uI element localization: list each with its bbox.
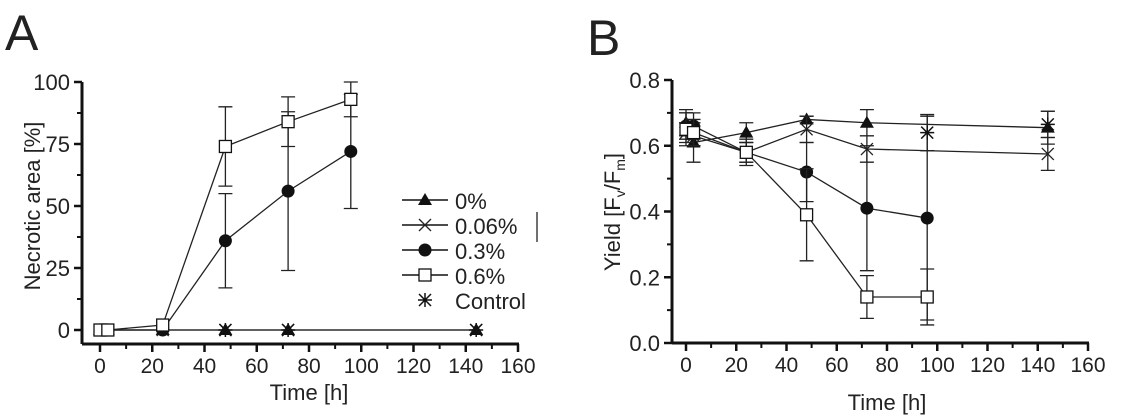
x-tick-label-b: 0 bbox=[680, 354, 692, 377]
data-point-square bbox=[920, 290, 934, 304]
x-tick-label-b: 100 bbox=[920, 354, 955, 377]
legend-label: 0.3% bbox=[455, 239, 505, 264]
y-tick-label-b: 0.4 bbox=[629, 200, 660, 225]
x-tick-label-b: 40 bbox=[775, 354, 798, 377]
x-axis-label-a: Time [h] bbox=[270, 380, 349, 405]
x-tick-label-b: 60 bbox=[825, 354, 848, 377]
panel-a-necrotic-area-chart: A Time [h] Necrotic area [%] 0 20 40 60 80 10… bbox=[5, 5, 538, 405]
y-tick-label-b: 0.2 bbox=[629, 265, 660, 290]
legend-marker-asterisk bbox=[418, 293, 432, 307]
y-tick-label-b: 0.6 bbox=[629, 134, 660, 159]
data-point-x bbox=[1041, 147, 1055, 161]
data-point-square bbox=[739, 145, 753, 159]
y-tick-label-b: 0.0 bbox=[629, 331, 660, 356]
data-point-asterisk bbox=[469, 323, 484, 337]
data-point-asterisk bbox=[218, 323, 233, 337]
y-tick-label-a: 50 bbox=[46, 194, 70, 219]
legend-label: 0% bbox=[455, 189, 487, 214]
y-tick-label-b: 0.8 bbox=[629, 68, 660, 93]
x-tick-label-a: 80 bbox=[297, 355, 320, 378]
x-tick-label-a: 40 bbox=[193, 355, 216, 378]
data-point-square bbox=[281, 115, 295, 129]
panel-label-b: B bbox=[587, 10, 620, 66]
data-point-circle bbox=[218, 234, 232, 248]
data-point-square bbox=[101, 323, 115, 337]
legend-marker-triangle bbox=[418, 193, 432, 205]
x-tick-label-a: 140 bbox=[448, 355, 483, 378]
data-point-asterisk bbox=[920, 125, 935, 140]
legend-label: Control bbox=[455, 289, 526, 314]
y-tick-label-a: 25 bbox=[46, 256, 70, 281]
legend-marker-x bbox=[418, 218, 432, 232]
series-a-Control bbox=[218, 323, 484, 337]
data-point-x bbox=[800, 122, 814, 136]
legend-label: 0.06% bbox=[455, 214, 517, 239]
x-tick-label-a: 100 bbox=[344, 355, 379, 378]
x-tick-label-a: 60 bbox=[245, 355, 268, 378]
y-axis-label-b: Yield [Fv/Fm] bbox=[600, 153, 628, 271]
data-point-square bbox=[156, 318, 170, 332]
data-point-triangle bbox=[859, 115, 874, 128]
data-point-square bbox=[686, 125, 701, 140]
data-point-asterisk bbox=[281, 323, 296, 337]
y-tick-label-a: 0 bbox=[58, 318, 70, 343]
data-point-circle bbox=[860, 201, 874, 215]
legend: 0%0.06%0.3%0.6%Control bbox=[402, 189, 538, 314]
data-point-asterisk bbox=[1040, 117, 1055, 132]
x-tick-label-b: 80 bbox=[875, 354, 898, 377]
series-b-Control bbox=[920, 110, 1055, 152]
y-tick-label-a: 100 bbox=[33, 70, 70, 95]
panel-b-yield-chart: B Time [h] Yield [Fv/Fm] 0 20 40 60 80 100 120… bbox=[587, 10, 1106, 415]
x-tick-label-a: 20 bbox=[141, 355, 164, 378]
x-tick-label-b: 20 bbox=[725, 354, 748, 377]
legend-marker-square bbox=[418, 268, 432, 282]
data-point-triangle bbox=[739, 125, 754, 138]
data-point-square bbox=[799, 208, 814, 222]
data-point-circle bbox=[920, 211, 934, 225]
legend-marker-circle bbox=[418, 243, 432, 257]
series-b-06 bbox=[679, 112, 935, 326]
x-tick-label-a: 160 bbox=[500, 355, 535, 378]
x-tick-label-a: 120 bbox=[396, 355, 431, 378]
data-point-square bbox=[218, 139, 233, 154]
y-tick-label-a: 75 bbox=[46, 132, 70, 157]
data-point-circle bbox=[281, 184, 295, 198]
y-axis-label-a: Necrotic area [%] bbox=[20, 122, 45, 291]
series-a-06 bbox=[93, 81, 358, 337]
x-tick-label-b: 140 bbox=[1020, 354, 1055, 377]
data-point-square bbox=[860, 290, 874, 304]
x-tick-label-a: 0 bbox=[94, 355, 106, 378]
x-axis-label-b: Time [h] bbox=[848, 390, 927, 415]
x-tick-label-b: 120 bbox=[970, 354, 1005, 377]
panel-label-a: A bbox=[5, 5, 39, 61]
data-point-square bbox=[344, 92, 358, 107]
data-point-circle bbox=[344, 144, 358, 158]
x-tick-label-b: 160 bbox=[1070, 354, 1105, 377]
legend-label: 0.6% bbox=[455, 264, 505, 289]
